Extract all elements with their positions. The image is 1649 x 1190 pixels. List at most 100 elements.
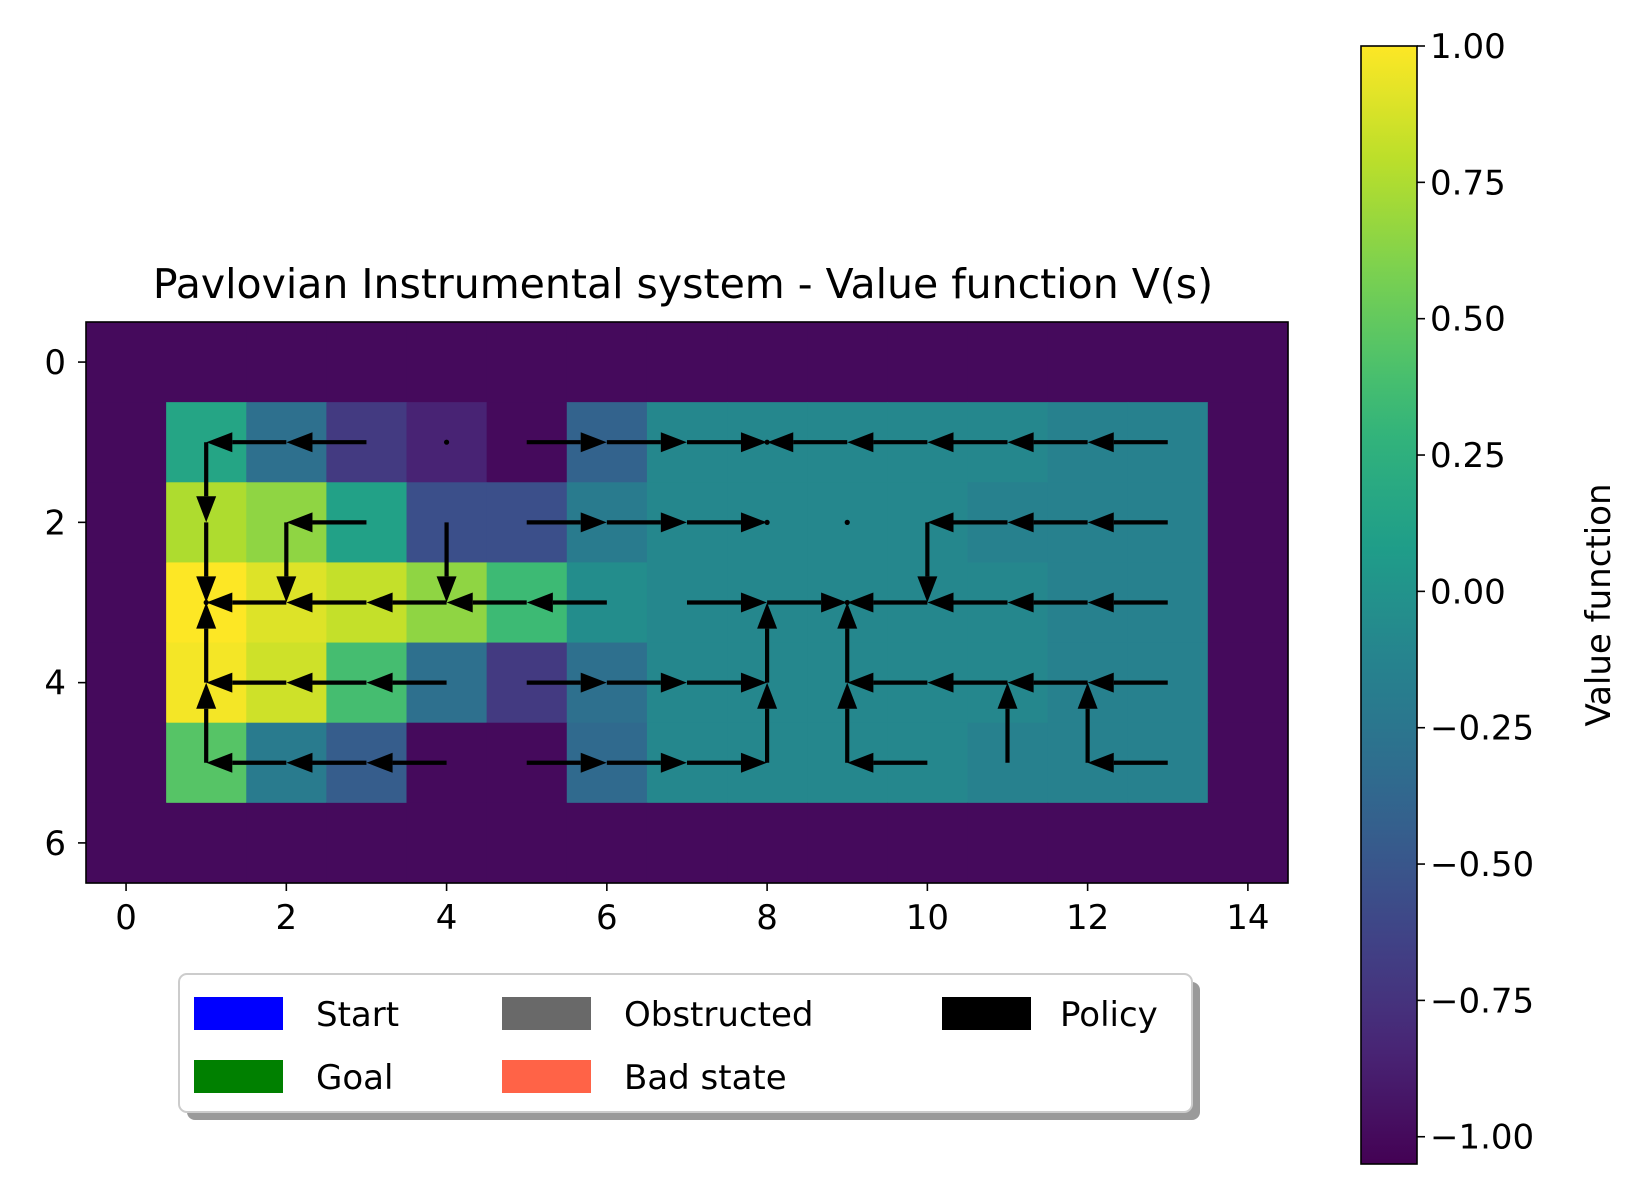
heatmap-cell [166, 322, 247, 403]
colorbar-ticks: 1.00 0.75 0.50 0.25 0.00 −0.25 −0.50 −0.75 −1.00 [1417, 27, 1534, 1158]
policy-arrow [196, 522, 217, 603]
policy-arrow [1007, 592, 1088, 613]
heatmap-cell [86, 562, 167, 644]
legend-entry: Start [194, 995, 399, 1035]
colorbar-tick-label: 0.50 [1430, 300, 1506, 340]
heatmap-cell [86, 642, 167, 724]
policy-arrow [286, 592, 367, 613]
heatmap-cell [246, 322, 327, 403]
policy-arrow [446, 592, 527, 613]
heatmap-cell [1127, 322, 1209, 403]
legend-entry: Bad state [502, 1058, 787, 1098]
heatmap-cell [86, 802, 167, 884]
policy-arrow [927, 592, 1008, 613]
legend-entry: Goal [194, 1058, 393, 1098]
legend-swatch [502, 1060, 591, 1093]
x-tick-label: 4 [436, 898, 458, 938]
heatmap-cell [1207, 722, 1289, 804]
policy-arrow [366, 592, 447, 613]
heatmap-cell [887, 322, 969, 403]
policy-arrow [686, 672, 767, 693]
policy-arrow [206, 432, 287, 453]
heatmap-cell [1047, 802, 1129, 884]
legend-label: Bad state [624, 1058, 787, 1098]
legend-entry: Policy [942, 995, 1158, 1035]
colorbar-tick-label: 0.75 [1430, 163, 1506, 203]
chart-title: Pavlovian Instrumental system - Value fu… [153, 260, 1213, 308]
heatmap-cell [86, 722, 167, 804]
policy-arrow [286, 672, 367, 693]
policy-arrow [686, 432, 767, 453]
heatmap-cell [486, 322, 568, 403]
heatmap-cell [887, 802, 969, 884]
plot-frame [85, 321, 1289, 884]
policy-arrow [686, 512, 767, 533]
heatmap-cell [1207, 802, 1289, 884]
legend-swatch [942, 997, 1031, 1030]
policy-arrow [206, 672, 287, 693]
policy-arrow [1087, 432, 1168, 453]
policy-arrow [436, 522, 457, 603]
legend-entry: Obstructed [502, 995, 813, 1035]
policy-arrow [686, 752, 767, 773]
policy-arrow [847, 432, 928, 453]
policy-arrow [526, 432, 607, 453]
policy-arrow [847, 672, 928, 693]
legend-label: Obstructed [624, 995, 813, 1035]
colorbar-tick-label: 0.00 [1430, 572, 1506, 612]
heatmap-cell [86, 322, 167, 403]
heatmap-cell [807, 322, 888, 403]
x-tick-label: 2 [276, 898, 298, 938]
policy-arrow [764, 439, 770, 445]
heatmap-cell [807, 802, 888, 884]
y-tick-label: 0 [44, 343, 66, 383]
policy-arrow [927, 512, 1008, 533]
heatmap-cell [967, 802, 1049, 884]
policy-arrow [837, 602, 858, 683]
x-tick-label: 12 [1066, 898, 1109, 938]
policy-arrow [526, 512, 607, 533]
policy-arrow [366, 672, 447, 693]
policy-arrow [837, 682, 858, 763]
x-tick-label: 0 [115, 898, 137, 938]
policy-arrow [847, 752, 928, 773]
policy-arrow [844, 519, 850, 525]
policy-arrow [526, 752, 607, 773]
colorbar-frame [1360, 45, 1418, 1165]
heatmap-cell [246, 802, 327, 884]
colorbar-label: Value function [1579, 483, 1619, 726]
y-tick-label: 2 [44, 503, 66, 543]
colorbar-tick-label: 0.25 [1430, 436, 1506, 476]
heatmap-cell [1207, 402, 1289, 483]
heatmap-cell [566, 322, 648, 403]
policy-arrow [366, 752, 447, 773]
colorbar: 1.00 0.75 0.50 0.25 0.00 −0.25 −0.50 −0.75 −1.00… [1360, 27, 1619, 1165]
policy-arrow [203, 599, 209, 606]
heatmap-cell [727, 802, 808, 884]
policy-arrow [927, 672, 1008, 693]
policy-arrow [686, 592, 767, 613]
heatmap-cell [1207, 562, 1289, 644]
policy-arrow [196, 682, 217, 763]
heatmap-cell [727, 322, 808, 403]
heatmap-cell [86, 482, 167, 564]
heatmap-cell [1207, 322, 1289, 403]
x-tick-label: 14 [1226, 898, 1269, 938]
policy-arrow [286, 512, 367, 533]
x-tick-label: 10 [906, 898, 949, 938]
policy-arrow [286, 432, 367, 453]
heatmap-cell [166, 802, 247, 884]
heatmap-cell [566, 802, 648, 884]
policy-arrow [844, 599, 850, 606]
policy-arrow [606, 752, 687, 773]
policy-arrow [917, 522, 938, 603]
legend-swatch [194, 997, 283, 1030]
policy-arrow [767, 592, 848, 613]
heatmap-cell [86, 402, 167, 483]
heatmap-cell [326, 802, 408, 884]
policy-arrow [1007, 512, 1088, 533]
legend: Start Obstructed Policy Goal Bad state [178, 973, 1200, 1120]
legend-label: Policy [1060, 995, 1158, 1035]
y-tick-label: 6 [44, 824, 66, 864]
policy-arrow [206, 752, 287, 773]
